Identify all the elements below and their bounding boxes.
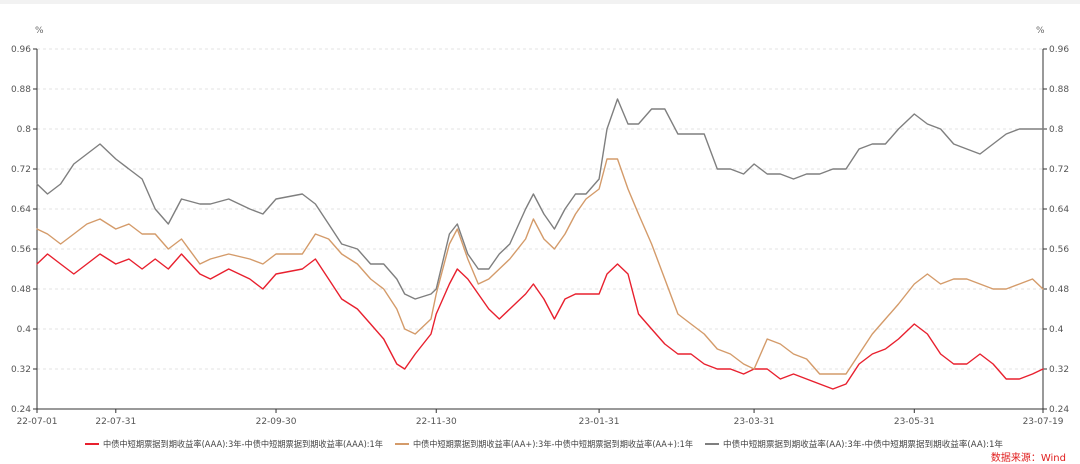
x-tick-label: 23-07-19 <box>1023 417 1064 427</box>
data-source-label: 数据来源：Wind <box>990 453 1066 464</box>
y-tick-label-right: 0.8 <box>1049 125 1064 135</box>
legend-label: 中债中短期票据到期收益率(AA):3年-中债中短期票据到期收益率(AA):1年 <box>723 439 1003 450</box>
y-tick-label-right: 0.72 <box>1049 165 1069 175</box>
grid-lines <box>37 48 1043 370</box>
right-y-unit: % <box>1036 26 1045 36</box>
series-line-2 <box>36 158 1044 375</box>
x-tick-labels: 22-07-01 22-07-31 22-09-30 22-11-30 23-01-31… <box>17 409 1064 427</box>
x-tick-label: 23-03-31 <box>734 417 775 427</box>
y-tick-label-left: 0.72 <box>11 165 31 175</box>
chart-axes: % % <box>35 26 1045 410</box>
legend-item-1: 中债中短期票据到期收益率(AAA):3年-中债中短期票据到期收益率(AAA):1… <box>85 439 383 450</box>
y-tick-label-right: 0.4 <box>1049 325 1064 335</box>
x-tick-label: 22-07-01 <box>17 417 58 427</box>
y-tick-label-right: 0.24 <box>1049 405 1069 415</box>
legend-item-2: 中债中短期票据到期收益率(AA+):3年-中债中短期票据到期收益率(AA+):1… <box>395 439 693 450</box>
y-tick-label-left: 0.24 <box>11 405 31 415</box>
y-tick-label-left: 0.48 <box>11 285 31 295</box>
x-tick-label: 23-01-31 <box>579 417 620 427</box>
y-tick-label-right: 0.48 <box>1049 285 1069 295</box>
left-y-unit: % <box>35 26 44 36</box>
legend-label: 中债中短期票据到期收益率(AA+):3年-中债中短期票据到期收益率(AA+):1… <box>413 439 693 450</box>
series-lines <box>36 98 1044 390</box>
top-strip <box>0 0 1080 4</box>
y-tick-labels: 0.24 0.24 0.32 0.32 0.4 0.4 0.48 0.48 0.56 0.56 0.… <box>11 45 1069 415</box>
y-tick-label-left: 0.32 <box>11 365 31 375</box>
y-tick-label-right: 0.96 <box>1049 45 1069 55</box>
y-tick-label-right: 0.32 <box>1049 365 1069 375</box>
legend: 中债中短期票据到期收益率(AAA):3年-中债中短期票据到期收益率(AAA):1… <box>85 439 1003 450</box>
y-tick-label-right: 0.56 <box>1049 245 1069 255</box>
legend-item-3: 中债中短期票据到期收益率(AA):3年-中债中短期票据到期收益率(AA):1年 <box>705 439 1003 450</box>
y-tick-label-left: 0.56 <box>11 245 31 255</box>
y-tick-label-left: 0.64 <box>11 205 31 215</box>
x-tick-label: 22-07-31 <box>95 417 136 427</box>
y-tick-label-right: 0.88 <box>1049 85 1069 95</box>
y-tick-label-left: 0.8 <box>17 125 32 135</box>
legend-label: 中债中短期票据到期收益率(AAA):3年-中债中短期票据到期收益率(AAA):1… <box>103 439 383 450</box>
y-tick-label-left: 0.88 <box>11 85 31 95</box>
x-tick-label: 22-11-30 <box>416 417 457 427</box>
x-tick-label: 22-09-30 <box>256 417 297 427</box>
y-tick-label-left: 0.4 <box>17 325 32 335</box>
y-tick-label-left: 0.96 <box>11 45 31 55</box>
y-tick-label-right: 0.64 <box>1049 205 1069 215</box>
x-tick-label: 23-05-31 <box>894 417 935 427</box>
series-line-3 <box>36 98 1044 300</box>
series-line-1 <box>36 253 1044 390</box>
